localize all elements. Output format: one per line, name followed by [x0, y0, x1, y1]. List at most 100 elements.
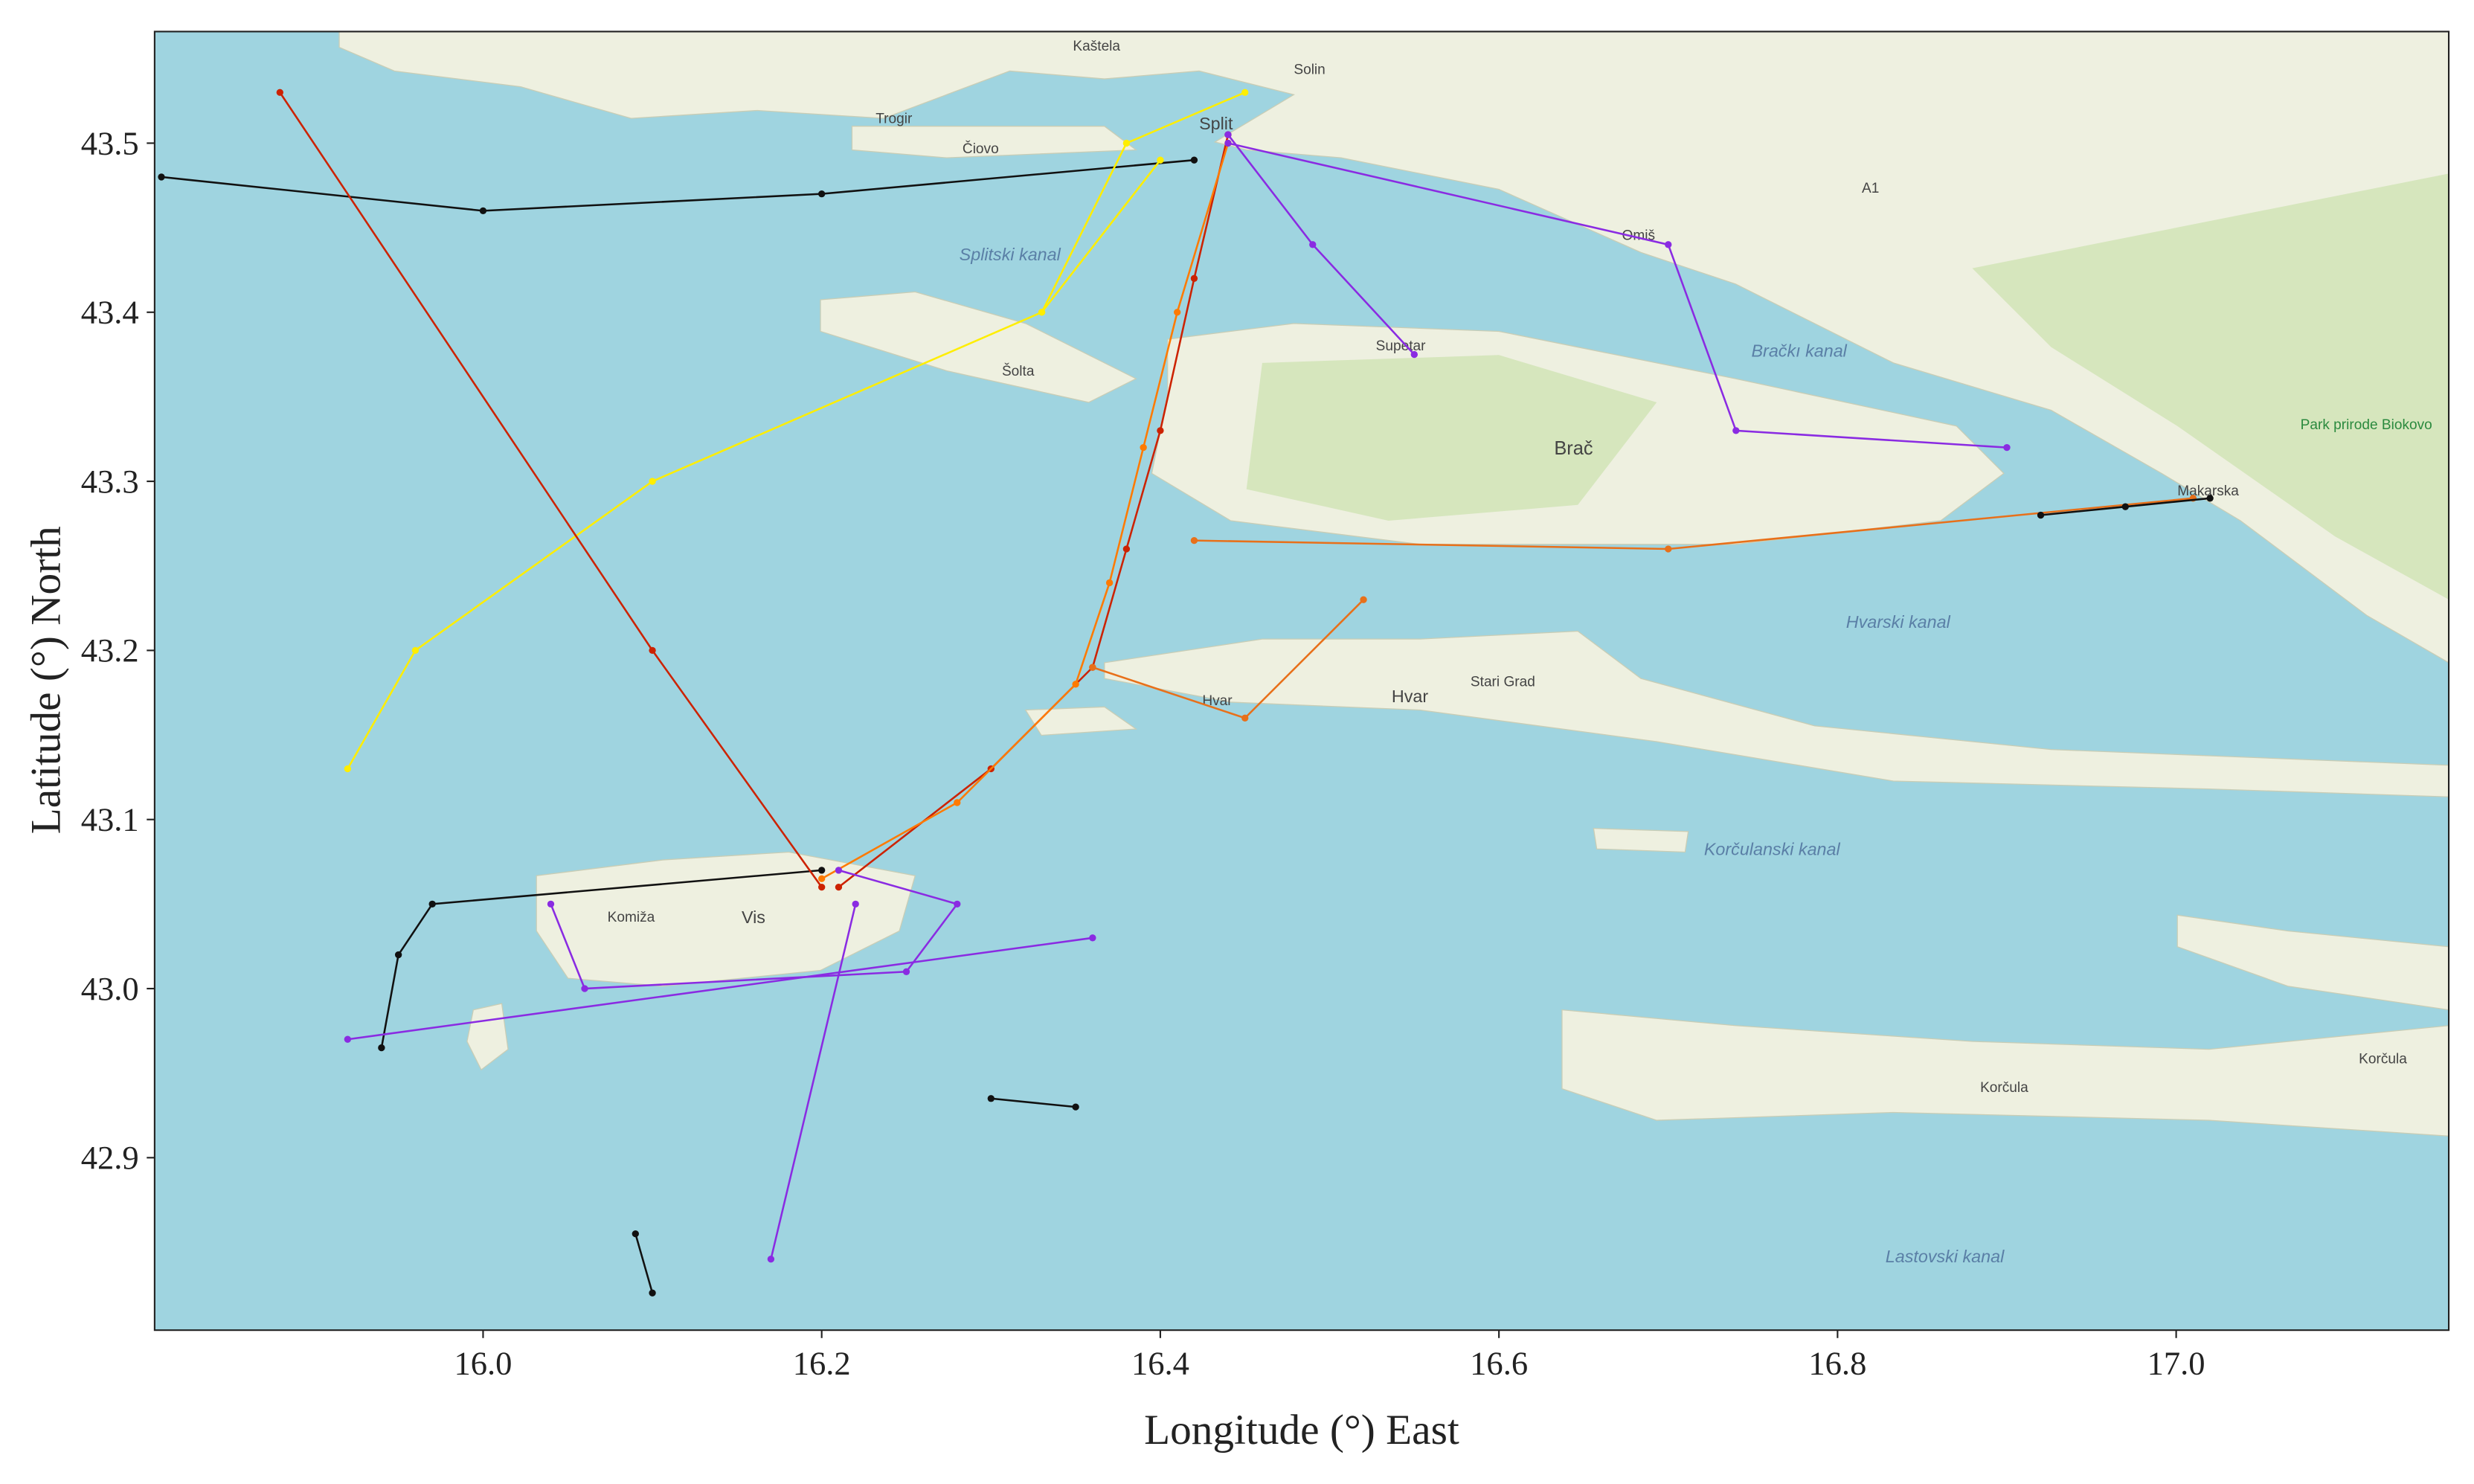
- track-point: [1224, 131, 1232, 138]
- y-tick-label: 43.3: [81, 463, 139, 500]
- track-point: [428, 900, 436, 908]
- track-point: [1241, 714, 1249, 722]
- track-point: [649, 646, 656, 655]
- y-tick-label: 43.4: [81, 294, 139, 331]
- place-label: Supetar: [1376, 338, 1426, 354]
- track-point: [158, 173, 165, 181]
- mainland: [338, 31, 2449, 664]
- track-point: [632, 1230, 639, 1238]
- x-tick-label: 17.0: [2147, 1345, 2205, 1382]
- track-point: [2037, 511, 2045, 519]
- track-point: [1190, 536, 1198, 545]
- pakleni: [1024, 706, 1138, 736]
- biokovo: [1972, 173, 2449, 600]
- track-point: [1190, 156, 1198, 164]
- track-point: [547, 900, 555, 908]
- place-label: Korčula: [1980, 1080, 2028, 1096]
- place-label: Brač: [1554, 438, 1593, 459]
- track-point: [902, 968, 910, 975]
- place-label: Čiovo: [963, 141, 999, 157]
- x-tick-label: 16.6: [1470, 1345, 1528, 1382]
- peljesac: [2176, 914, 2449, 1011]
- track-point: [649, 478, 656, 485]
- scedro: [1593, 827, 1689, 853]
- track-point: [1072, 1103, 1079, 1111]
- y-tick-label: 43.5: [81, 124, 139, 161]
- y-tick-label: 42.9: [81, 1139, 139, 1176]
- track: [1227, 142, 2008, 449]
- hvar: [1104, 630, 2449, 797]
- sea-label: Lastovski kanal: [1886, 1247, 2005, 1266]
- track-point: [411, 646, 420, 655]
- y-tick-label: 43.0: [81, 970, 139, 1007]
- x-tick-label: 16.0: [454, 1345, 512, 1382]
- sea-label: Bračkı kanal: [1752, 341, 1848, 360]
- track-point: [1224, 139, 1232, 147]
- track-point: [394, 951, 402, 959]
- sea-label: Splitski kanal: [960, 245, 1061, 264]
- track-point: [649, 1289, 656, 1297]
- track-point: [1122, 139, 1131, 147]
- track-point: [818, 190, 826, 198]
- place-label: Šolta: [1002, 363, 1035, 379]
- track-point: [818, 875, 826, 882]
- track-point: [1122, 545, 1131, 553]
- x-tick-label: 16.2: [793, 1345, 851, 1382]
- ciovo: [851, 126, 1138, 158]
- track-point: [1360, 596, 1367, 603]
- track-point: [2206, 495, 2214, 502]
- x-tick-label: 16.4: [1131, 1345, 1189, 1382]
- track-point: [344, 765, 352, 773]
- track-point: [1665, 545, 1672, 553]
- solta: [820, 291, 1137, 403]
- track-point: [987, 1095, 995, 1102]
- track: [161, 158, 1195, 212]
- track-point: [1072, 681, 1079, 688]
- track-point: [1038, 309, 1046, 316]
- place-labels: Kaštela Solin Split Čiovo Trogir Splitsk…: [608, 39, 2432, 1266]
- track-point: [378, 1044, 385, 1052]
- place-label: Komiža: [608, 910, 655, 925]
- track: [347, 937, 1093, 1041]
- track-point: [835, 883, 843, 891]
- track-point: [344, 1035, 352, 1043]
- track-point: [1105, 579, 1114, 587]
- y-tick-label: 43.2: [81, 632, 139, 669]
- track: [380, 869, 822, 1048]
- track-point: [1241, 89, 1249, 96]
- brac-forest: [1246, 355, 1657, 521]
- track: [634, 1233, 654, 1294]
- place-label: Hvar: [1202, 693, 1233, 709]
- track-point: [1089, 664, 1096, 671]
- y-axis-label: Latitude (°) North: [23, 526, 70, 834]
- track-point: [1157, 427, 1164, 434]
- place-label: Solin: [1294, 62, 1325, 78]
- track-point: [1190, 274, 1198, 282]
- y-tick-label: 43.1: [81, 801, 139, 838]
- place-label: Park prirode Biokovo: [2301, 417, 2432, 433]
- track-point: [954, 799, 961, 806]
- track-point: [1732, 427, 1740, 434]
- x-axis-label: Longitude (°) East: [1144, 1407, 1459, 1454]
- place-label: Trogir: [875, 111, 913, 126]
- track-point: [479, 207, 487, 215]
- track-point: [1089, 934, 1096, 942]
- road-label: A1: [1862, 181, 1879, 196]
- korcula: [1561, 1009, 2449, 1137]
- place-label: Kaštela: [1073, 39, 1120, 54]
- track-point: [818, 867, 826, 874]
- place-label: Korčula: [2359, 1052, 2407, 1067]
- track: [991, 1097, 1076, 1108]
- plot-frame: [153, 30, 2450, 1332]
- place-label: Stari Grad: [1471, 675, 1535, 690]
- track-point: [1665, 241, 1672, 248]
- track-point: [2121, 503, 2129, 510]
- track-point: [767, 1256, 775, 1263]
- track-point: [276, 89, 283, 96]
- sea-label: Korčulanski kanal: [1704, 840, 1841, 859]
- track: [770, 904, 857, 1260]
- track-point: [1309, 241, 1317, 248]
- tracks: [158, 89, 2214, 1297]
